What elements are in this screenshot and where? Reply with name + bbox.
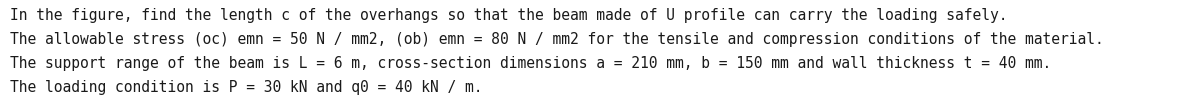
Text: In the figure, find the length c of the overhangs so that the beam made of U pro: In the figure, find the length c of the … — [10, 8, 1007, 23]
Text: The loading condition is P = 30 kN and q0 = 40 kN / m.: The loading condition is P = 30 kN and q… — [10, 80, 482, 95]
Text: The support range of the beam is L = 6 m, cross-section dimensions a = 210 mm, b: The support range of the beam is L = 6 m… — [10, 56, 1051, 71]
Text: The allowable stress (oc) emn = 50 N / mm2, (ob) emn = 80 N / mm2 for the tensil: The allowable stress (oc) emn = 50 N / m… — [10, 32, 1103, 47]
